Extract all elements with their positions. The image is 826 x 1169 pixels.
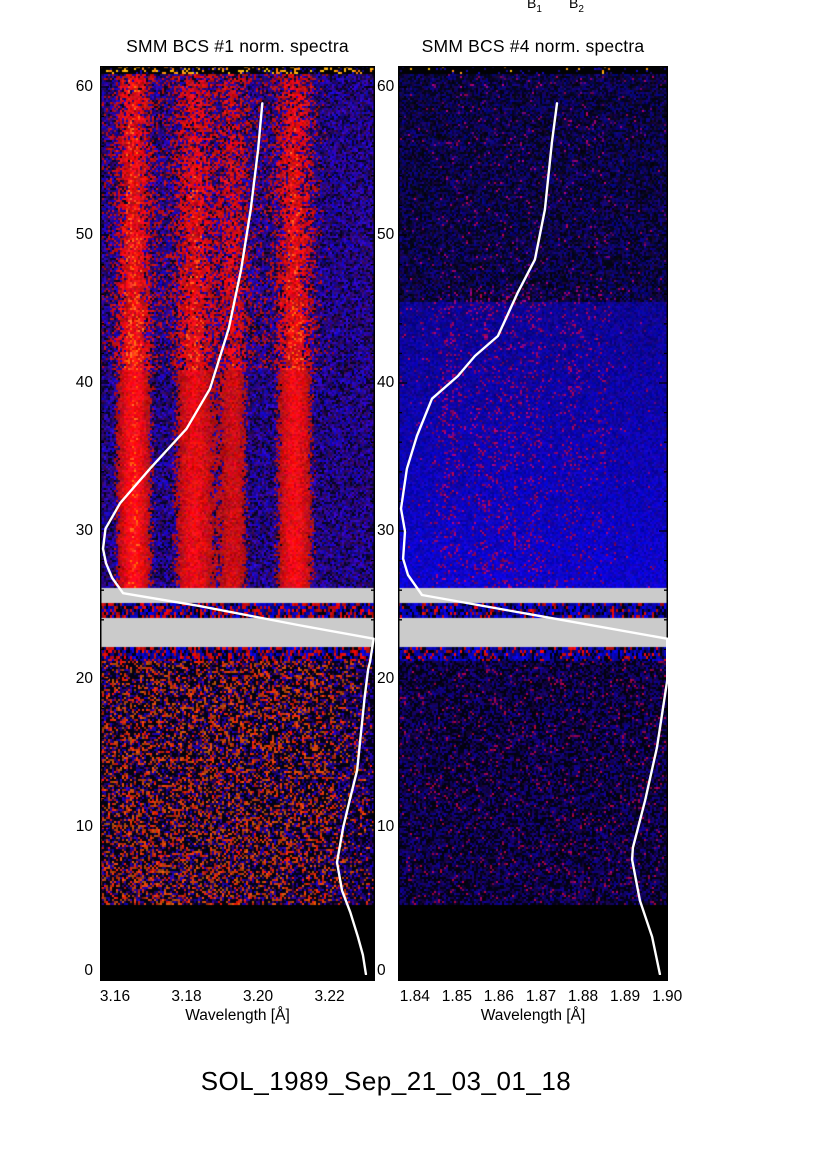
bcs1-overlay xyxy=(100,66,375,975)
bcs4-title: SMM BCS #4 norm. spectra xyxy=(421,36,645,56)
y-tick-label: 30 xyxy=(377,522,395,539)
y-tick-label: 60 xyxy=(377,78,395,95)
b2-label: B2 xyxy=(569,0,584,15)
bcs1-heatmap xyxy=(100,66,375,975)
y-tick-label: 10 xyxy=(75,818,93,835)
lightcurve-overlay xyxy=(101,102,375,975)
bcs4-xlabel: Wavelength [Å] xyxy=(480,1007,586,1024)
footer-label: SOL_1989_Sep_21_03_01_18 xyxy=(200,1066,572,1096)
y-axis-tick-marks xyxy=(398,86,668,975)
y-tick-label: 50 xyxy=(377,226,395,243)
y-tick-label: 40 xyxy=(75,374,93,391)
y-tick-label: 40 xyxy=(377,374,395,391)
bcs4-heatmap xyxy=(398,66,668,975)
bcs4-overlay xyxy=(398,66,668,975)
x-tick-label: 1.88 xyxy=(567,988,599,1005)
b1-label: B1 xyxy=(527,0,542,15)
bcs1-xlabel: Wavelength [Å] xyxy=(185,1007,290,1024)
bcs4-heatmap-canvas xyxy=(398,66,668,975)
x-tick-label: 1.85 xyxy=(441,988,472,1005)
x-tick-label: 3.20 xyxy=(243,988,274,1005)
bcs1-x-axis-bar xyxy=(100,975,375,981)
y-tick-label: 0 xyxy=(377,962,386,979)
bcs1-y-axis-labels: 0 10 20 30 40 50 60 xyxy=(58,0,93,1169)
bcs4-x-axis-bar xyxy=(398,975,668,981)
y-tick-label: 50 xyxy=(75,226,93,243)
lightcurve-overlay xyxy=(399,102,668,975)
x-tick-label: 3.18 xyxy=(171,988,202,1005)
x-tick-label: 1.86 xyxy=(483,988,514,1005)
bcs4-y-axis-labels: 0 10 20 30 40 50 60 xyxy=(377,0,398,1169)
x-tick-label: 1.87 xyxy=(525,988,557,1005)
plot-frame xyxy=(100,66,375,975)
x-tick-label: 1.89 xyxy=(610,988,641,1005)
x-tick-label: 1.90 xyxy=(652,988,683,1005)
y-axis-tick-marks xyxy=(100,86,375,975)
y-tick-label: 20 xyxy=(377,670,395,687)
y-tick-label: 30 xyxy=(75,522,93,539)
x-tick-label: 3.22 xyxy=(314,988,345,1005)
x-tick-label: 3.16 xyxy=(99,988,131,1005)
y-tick-label: 10 xyxy=(377,818,395,835)
x-tick-label: 1.84 xyxy=(399,988,430,1005)
bcs1-heatmap-canvas xyxy=(100,66,375,975)
bcs1-title: SMM BCS #1 norm. spectra xyxy=(126,36,349,56)
y-tick-label: 20 xyxy=(75,670,93,687)
plot-frame xyxy=(398,66,668,975)
y-tick-label: 0 xyxy=(84,962,93,979)
y-tick-label: 60 xyxy=(75,78,93,95)
